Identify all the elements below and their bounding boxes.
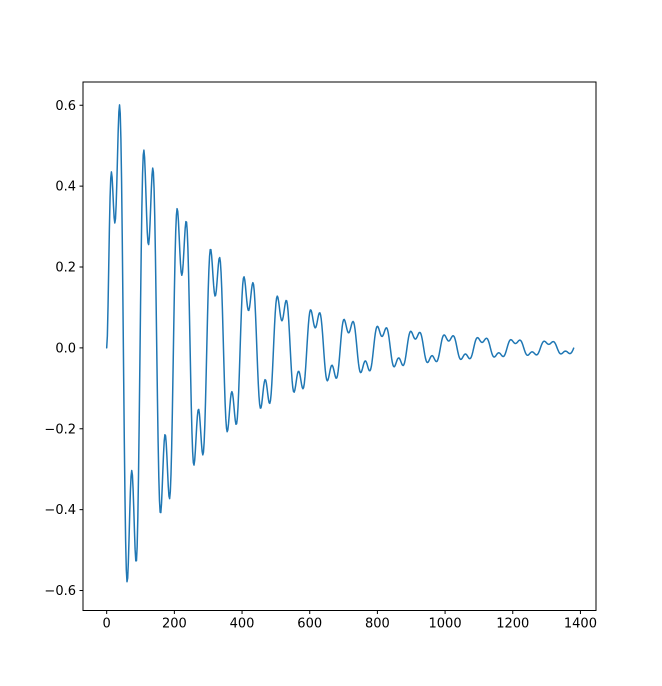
y-tick-label: 0.0 <box>55 341 76 356</box>
y-tick-label: −0.4 <box>44 503 76 518</box>
x-tick-label: 1400 <box>564 617 597 632</box>
signal-line <box>105 104 575 583</box>
y-tick-label: 0.6 <box>55 99 76 114</box>
x-tick-label: 0 <box>103 617 111 632</box>
x-tick-label: 1000 <box>429 617 462 632</box>
y-tick-label: −0.2 <box>44 422 76 437</box>
x-tick-label: 800 <box>365 617 390 632</box>
x-tick-label: 1200 <box>496 617 529 632</box>
y-tick-label: 0.4 <box>55 180 76 195</box>
axes-box <box>82 81 597 611</box>
x-tick-label: 200 <box>162 617 187 632</box>
y-tick-label: −0.6 <box>44 584 76 599</box>
x-tick-label: 400 <box>230 617 255 632</box>
x-tick-label: 600 <box>297 617 322 632</box>
y-tick-label: 0.2 <box>55 261 76 276</box>
